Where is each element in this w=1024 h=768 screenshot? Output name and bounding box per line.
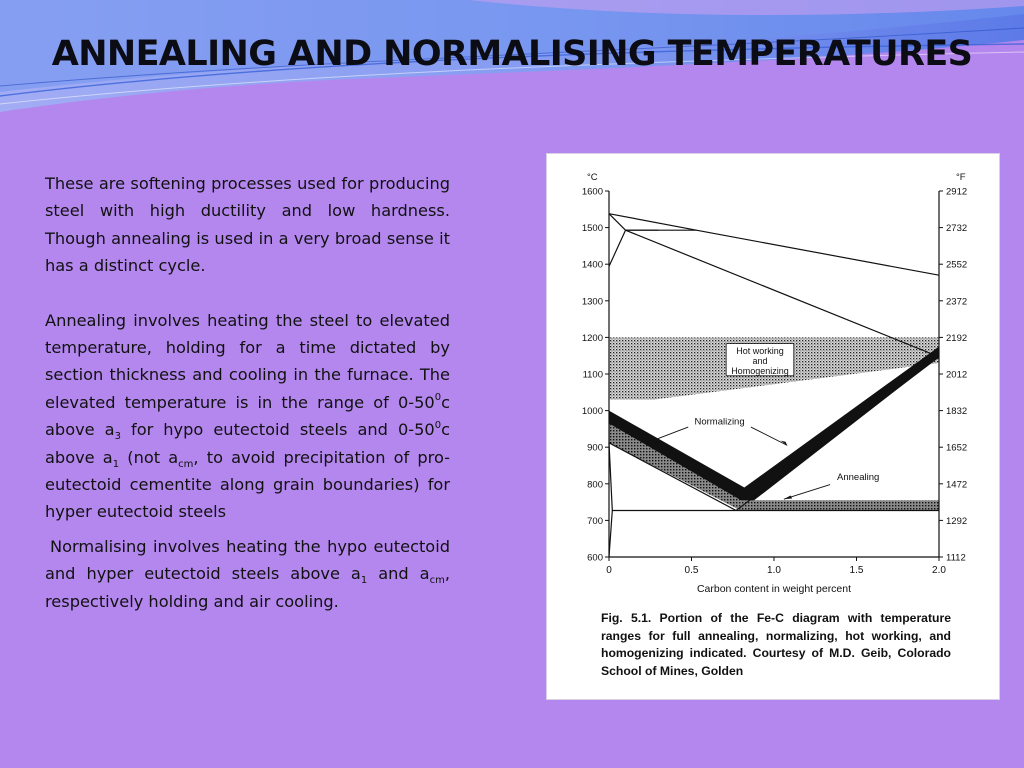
paragraph-softening: These are softening processes used for p… — [45, 174, 450, 276]
y-left-tick-label: 1000 — [582, 406, 603, 417]
y-right-tick-label: 2192 — [946, 333, 967, 344]
phase-line-acm — [735, 356, 940, 511]
paragraph-normalising: Normalising involves heating the hypo eu… — [45, 536, 451, 611]
normalizing-label: Normalizing — [694, 417, 744, 428]
y-right-tick-label: 2912 — [946, 187, 967, 198]
annealing-arrowhead — [783, 495, 793, 500]
x-tick-label: 1.5 — [850, 565, 864, 576]
y-left-tick-label: 1200 — [582, 333, 603, 344]
y-left-tick-label: 800 — [587, 479, 603, 490]
y-left-tick-label: 1300 — [582, 296, 603, 307]
phase-line-liquidus — [608, 213, 940, 276]
y-right-tick-label: 1112 — [946, 553, 966, 564]
range-normalizing — [609, 346, 939, 511]
header-wave-decoration — [0, 0, 1024, 112]
y-left-tick-label: 1600 — [582, 187, 603, 198]
y-left-tick-label: 1100 — [583, 370, 603, 381]
y-right-unit: °F — [956, 172, 966, 183]
x-tick-label: 0 — [606, 565, 612, 576]
fe-c-diagram-figure: 1600 2912 1500 2732 1400 2552 1300 2372 1200 2192… — [546, 153, 1000, 700]
y-right-tick-label: 2732 — [946, 223, 967, 234]
y-right-tick-label: 2372 — [946, 296, 967, 307]
x-tick-label: 1.0 — [767, 565, 781, 576]
hot-working-label-line: and — [752, 356, 767, 366]
y-right-tick-label: 1292 — [946, 516, 967, 527]
y-left-tick-label: 700 — [587, 516, 603, 527]
phase-line-alpha-boundary — [608, 442, 613, 558]
figure-caption: Fig. 5.1. Portion of the Fe-C diagram wi… — [601, 611, 951, 678]
y-right-tick-label: 1832 — [946, 406, 967, 417]
body-text: These are softening processes used for p… — [45, 170, 450, 615]
hot-working-label-line: Hot working — [736, 346, 784, 356]
x-tick-label: 0.5 — [685, 565, 699, 576]
x-tick-label: 2.0 — [932, 565, 946, 576]
x-axis-label: Carbon content in weight percent — [697, 583, 851, 595]
paragraph-annealing: Annealing involves heating the steel to … — [45, 310, 450, 522]
annealing-label: Annealing — [837, 472, 879, 483]
page-title: ANNEALING AND NORMALISING TEMPERATURES — [51, 34, 973, 74]
phase-line-solidus — [625, 229, 940, 358]
normalizing-pointer-right — [750, 426, 788, 446]
y-right-tick-label: 2552 — [946, 260, 967, 271]
y-left-unit: °C — [587, 172, 598, 183]
annealing-pointer — [783, 484, 831, 500]
normalizing-arrowhead-right — [780, 440, 788, 446]
range-annealing — [609, 423, 939, 511]
chart-axes: 1600 2912 1500 2732 1400 2552 1300 2372 1200 2192… — [582, 172, 967, 595]
y-left-tick-label: 600 — [587, 553, 603, 564]
phase-line-a3 — [608, 442, 737, 512]
hot-working-label-line: Homogenizing — [731, 366, 789, 376]
phase-lines — [608, 213, 940, 558]
fe-c-phase-diagram: 1600 2912 1500 2732 1400 2552 1300 2372 1200 2192… — [582, 172, 967, 595]
phase-line-delta-boundary-lower — [608, 229, 627, 267]
y-left-tick-label: 900 — [587, 443, 603, 454]
y-right-tick-label: 1472 — [946, 479, 967, 490]
hot-working-label-box — [725, 343, 795, 377]
normalizing-arrowhead-left — [646, 438, 654, 443]
y-right-tick-label: 2012 — [946, 370, 967, 381]
y-left-tick-label: 1400 — [582, 260, 603, 271]
normalizing-pointer-left — [646, 426, 689, 444]
y-left-tick-label: 1500 — [582, 223, 603, 234]
y-right-tick-label: 1652 — [946, 443, 967, 454]
